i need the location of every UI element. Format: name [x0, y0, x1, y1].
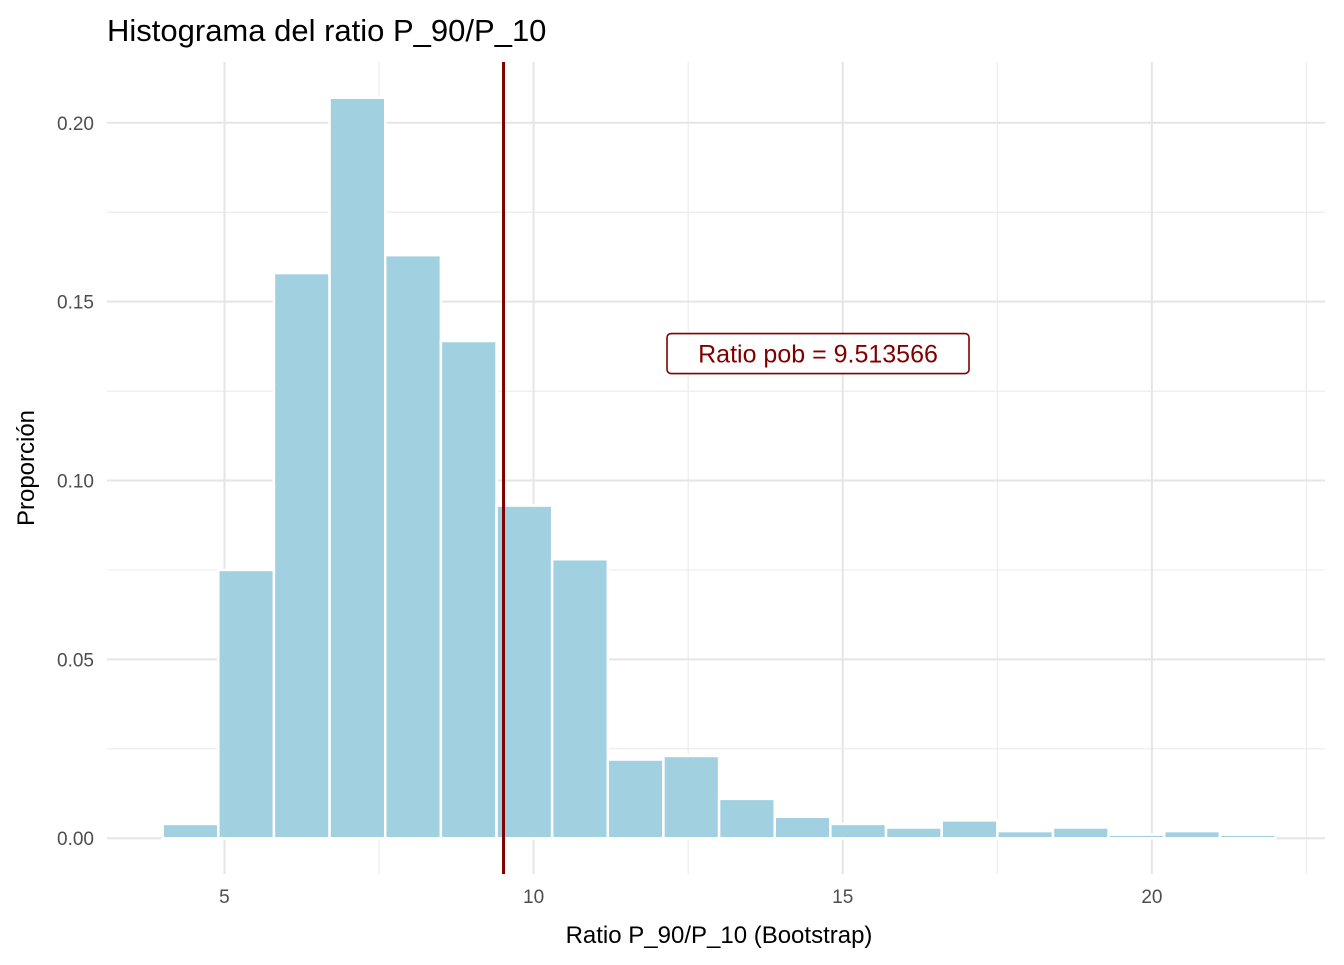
histogram-bar — [383, 253, 443, 840]
histogram-bar — [1051, 826, 1110, 840]
histogram-bar — [606, 758, 665, 840]
histogram-bar — [272, 271, 331, 840]
histogram-bar — [439, 339, 498, 840]
histogram-bar — [495, 504, 554, 840]
y-tick-label: 0.00 — [57, 829, 94, 850]
histogram-bar — [829, 822, 888, 840]
histogram-bar — [940, 819, 999, 840]
y-tick-label: 0.10 — [57, 472, 94, 493]
histogram-bar — [1218, 833, 1277, 840]
histogram-bar — [662, 754, 721, 840]
y-tick-label: 0.05 — [57, 650, 94, 671]
histogram-bar — [161, 822, 220, 840]
x-tick-label: 15 — [832, 887, 853, 908]
histogram-bar — [1162, 829, 1222, 840]
histogram-bar — [1107, 833, 1166, 840]
histogram-bar — [328, 96, 387, 840]
x-tick-label: 5 — [219, 887, 230, 908]
histogram-bar — [217, 568, 276, 840]
histogram-bar — [550, 557, 610, 840]
histogram-bar — [996, 829, 1055, 840]
annotation-box — [666, 332, 970, 375]
histogram-bars — [161, 96, 1277, 840]
x-tick-label: 10 — [523, 887, 544, 908]
histogram-bar — [884, 826, 943, 840]
x-axis-title: Ratio P_90/P_10 (Bootstrap) — [566, 922, 873, 949]
x-tick-label: 20 — [1141, 887, 1162, 908]
y-axis-title: Proporción — [13, 410, 40, 526]
y-tick-label: 0.15 — [57, 293, 94, 314]
histogram-bar — [773, 815, 832, 840]
annotation-label: Ratio pob = 9.513566 — [698, 341, 938, 369]
reference-layer: Ratio pob = 9.513566 — [502, 62, 970, 874]
chart-title: Histograma del ratio P_90/P_10 — [107, 13, 546, 48]
histogram-bar — [717, 797, 776, 840]
y-tick-label: 0.20 — [57, 114, 94, 135]
tick-labels: 5 10 15 20 0.00 0.05 0.10 0.15 0.20 — [57, 114, 1162, 908]
